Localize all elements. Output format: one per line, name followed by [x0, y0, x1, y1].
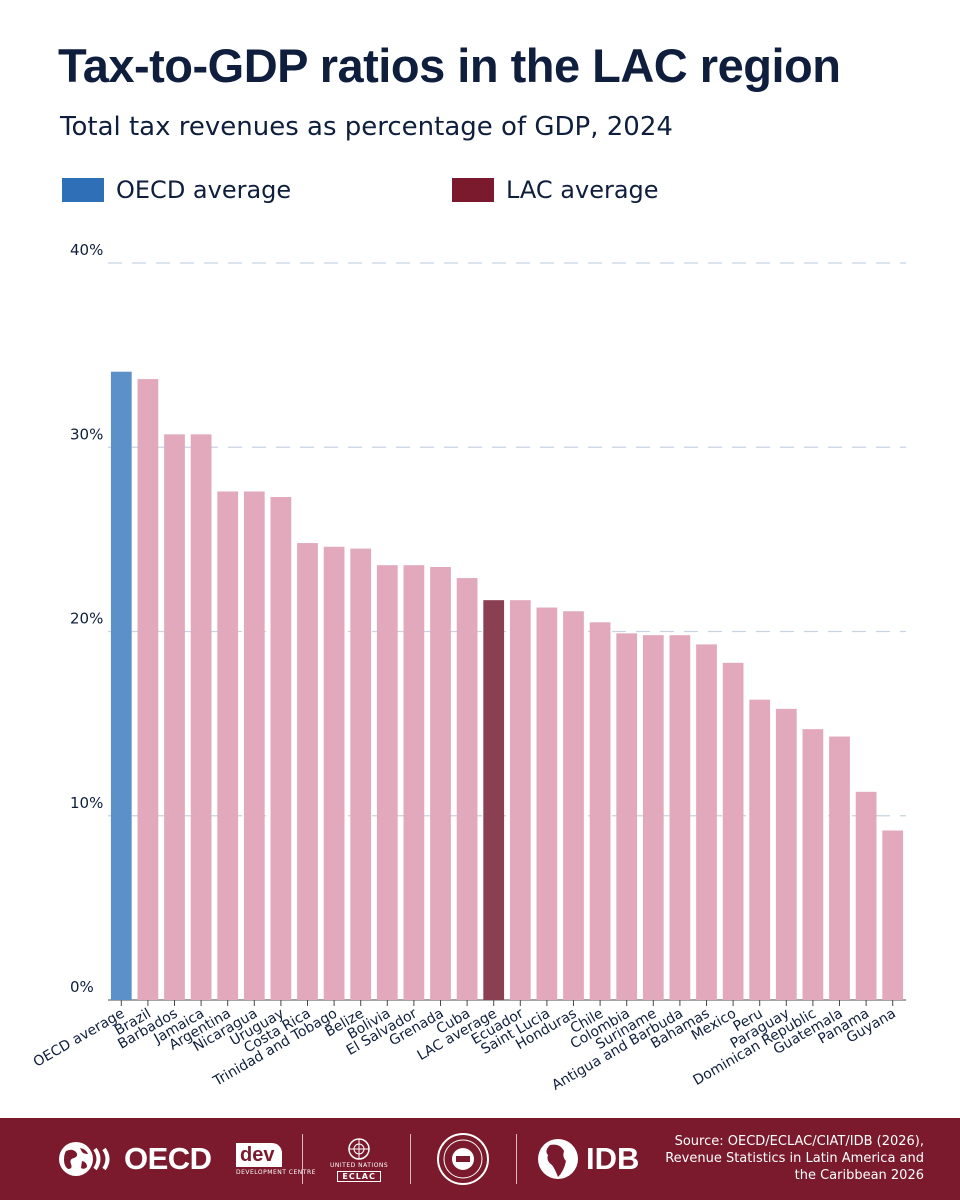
legend-item-oecd: OECD average: [62, 176, 291, 204]
bar-el-salvador: [403, 565, 425, 1000]
bar-belize: [350, 548, 372, 1000]
y-tick-label: 10%: [70, 794, 103, 812]
bar-bahamas: [696, 644, 717, 1000]
footer-divider: [410, 1134, 411, 1184]
chart-title: Tax-to-GDP ratios in the LAC region: [58, 39, 841, 92]
bar-cuba: [456, 578, 478, 1000]
legend-swatch-lac: [452, 178, 494, 202]
bar-chart: 0% 10% 20% 30% 40% OECD averageBrazilBarbado…: [31, 241, 906, 1094]
legend-label-oecd: OECD average: [116, 176, 292, 204]
bar-dominican-republic: [802, 729, 824, 1000]
bar-costa-rica: [297, 543, 318, 1000]
un-emblem-icon: [348, 1138, 370, 1160]
eclac-logo-text: ECLAC: [337, 1171, 381, 1182]
dev-logo-text: dev: [236, 1142, 283, 1167]
bar-colombia: [616, 633, 638, 1000]
bar-oecd-average: [110, 371, 132, 1000]
bar-chile: [589, 622, 611, 1000]
source-line: Revenue Statistics in Latin America and: [665, 1151, 924, 1166]
bar-bolivia: [376, 565, 398, 1000]
bar-guyana: [882, 830, 904, 1000]
bar-panama: [855, 791, 877, 1000]
footer-divider: [516, 1134, 517, 1184]
bar-paraguay: [775, 708, 797, 1000]
footer-divider: [302, 1134, 303, 1184]
bar-grenada: [430, 567, 451, 1000]
y-tick-label: 40%: [70, 241, 103, 259]
idb-logo: IDB: [536, 1118, 639, 1200]
bar-nicaragua: [243, 491, 265, 1000]
bar-argentina: [217, 491, 239, 1000]
x-axis-labels: OECD averageBrazilBarbadosJamaicaArgenti…: [31, 1000, 899, 1094]
bar-barbados: [164, 434, 185, 1000]
bar-trinidad-and-tobago: [323, 546, 345, 1000]
bar-mexico: [722, 662, 744, 1000]
y-tick-label: 20%: [70, 610, 103, 628]
bar-uruguay: [270, 496, 292, 1000]
dev-centre-logo: dev DEVELOPMENT CENTRE: [236, 1118, 316, 1200]
bar-brazil: [137, 379, 159, 1000]
oecd-logo: OECD: [56, 1118, 212, 1200]
bar-ecuador: [509, 600, 531, 1000]
idb-logo-text: IDB: [586, 1141, 640, 1176]
idb-map-icon: [538, 1139, 578, 1179]
bar-suriname: [642, 635, 664, 1000]
legend-label-lac: LAC average: [506, 176, 659, 204]
y-axis-labels: 0% 10% 20% 30% 40%: [70, 241, 103, 996]
legend-item-lac: LAC average: [452, 176, 659, 204]
bar-peru: [749, 699, 771, 1000]
source-note: Source: OECD/ECLAC/CIAT/IDB (2026), Reve…: [624, 1133, 924, 1184]
footer-bar: OECD dev DEVELOPMENT CENTRE UNITED NATIO…: [0, 1118, 960, 1200]
chart-subtitle: Total tax revenues as percentage of GDP,…: [60, 112, 673, 142]
eclac-logo-subtext: UNITED NATIONS: [330, 1162, 389, 1169]
y-tick-label: 0%: [70, 978, 94, 996]
ciat-seal-icon: [437, 1133, 489, 1185]
source-line: Source: OECD/ECLAC/CIAT/IDB (2026),: [674, 1134, 924, 1149]
bar-jamaica: [190, 434, 212, 1000]
x-tick-label: OECD average: [31, 1006, 127, 1071]
dev-logo-subtext: DEVELOPMENT CENTRE: [236, 1168, 316, 1176]
bars: [110, 371, 904, 1000]
bar-antigua-and-barbuda: [669, 635, 691, 1000]
legend-swatch-oecd: [62, 178, 104, 202]
bar-guatemala: [829, 736, 850, 1000]
eclac-logo: UNITED NATIONS ECLAC: [330, 1118, 388, 1200]
oecd-logo-text: OECD: [124, 1141, 212, 1176]
ciat-logo: [436, 1118, 490, 1200]
bar-honduras: [563, 611, 584, 1000]
bar-saint-lucia: [536, 607, 558, 1000]
gridlines: [108, 262, 906, 1001]
source-line: the Caribbean 2026: [794, 1168, 924, 1183]
bar-lac-average: [483, 600, 505, 1000]
oecd-globe-icon: [59, 1142, 110, 1176]
y-tick-label: 30%: [70, 425, 103, 443]
